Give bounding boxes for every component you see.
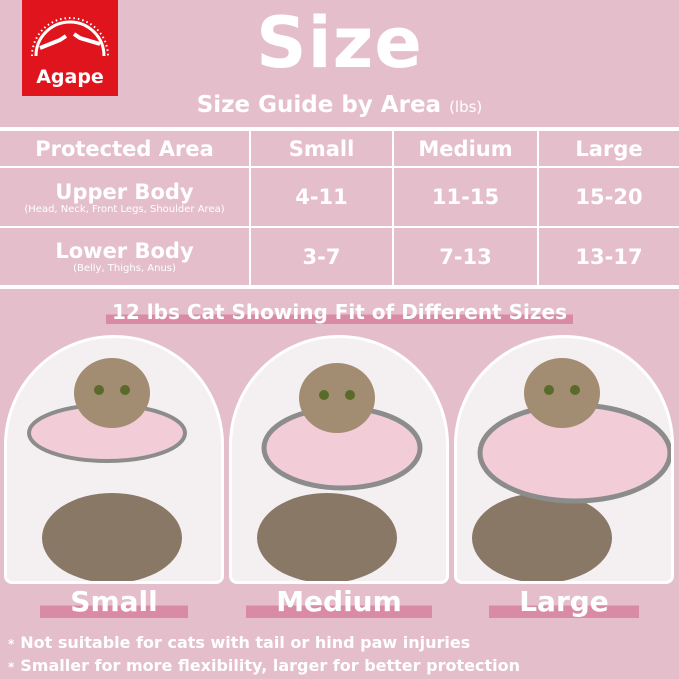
- subtitle: Size Guide by Area (lbs): [0, 92, 679, 118]
- area-cell: Lower Body (Belly, Thighs, Anus): [0, 226, 251, 288]
- asterisk-icon: *: [8, 660, 15, 674]
- header-cell: Protected Area: [0, 128, 251, 168]
- section-title-text: 12 lbs Cat Showing Fit of Different Size…: [106, 300, 573, 324]
- cat-photo: [257, 363, 423, 581]
- label-medium: Medium: [229, 585, 449, 618]
- subtitle-unit: (lbs): [449, 98, 483, 116]
- page-title: Size: [256, 2, 423, 84]
- cat-photo: [27, 358, 187, 581]
- table-row: Lower Body (Belly, Thighs, Anus) 3-7 7-13…: [0, 226, 679, 288]
- hands-sun-icon: [31, 17, 109, 57]
- area-name: Lower Body: [55, 239, 194, 263]
- value-cell: 11-15: [392, 166, 539, 228]
- label-small: Small: [4, 585, 224, 618]
- table-row: Upper Body (Head, Neck, Front Legs, Shoul…: [0, 166, 679, 228]
- value-cell: 15-20: [537, 166, 679, 228]
- cat-photo: [472, 358, 671, 581]
- section-title: 12 lbs Cat Showing Fit of Different Size…: [0, 300, 679, 324]
- area-cell: Upper Body (Head, Neck, Front Legs, Shoul…: [0, 166, 251, 228]
- photo-small-cone: [4, 335, 224, 584]
- photo-large-cone: [454, 335, 674, 584]
- label-text: Medium: [246, 585, 432, 618]
- table-header-row: Protected Area Small Medium Large: [0, 128, 679, 168]
- label-text: Small: [40, 585, 188, 618]
- header-cell: Small: [249, 128, 394, 168]
- area-detail: (Belly, Thighs, Anus): [73, 263, 176, 274]
- value-cell: 7-13: [392, 226, 539, 288]
- brand-logo: Agape: [22, 0, 118, 96]
- header-cell: Medium: [392, 128, 539, 168]
- value-cell: 4-11: [249, 166, 394, 228]
- size-table: Protected Area Small Medium Large Upper …: [0, 127, 679, 289]
- logo-text: Agape: [36, 66, 104, 88]
- area-detail: (Head, Neck, Front Legs, Shoulder Area): [24, 203, 225, 215]
- label-text: Large: [489, 585, 639, 618]
- label-large: Large: [454, 585, 674, 618]
- area-name: Upper Body: [55, 179, 194, 204]
- value-cell: 13-17: [537, 226, 679, 288]
- value-cell: 3-7: [249, 226, 394, 288]
- asterisk-icon: *: [8, 637, 15, 651]
- note-item: * Smaller for more flexibility, larger fo…: [8, 655, 520, 678]
- note-item: * Not suitable for cats with tail or hind…: [8, 632, 520, 655]
- photo-medium-cone: [229, 335, 449, 584]
- note-text: Not suitable for cats with tail or hind …: [20, 633, 471, 652]
- subtitle-main: Size Guide by Area: [196, 92, 442, 118]
- notes: * Not suitable for cats with tail or hind…: [8, 632, 520, 678]
- header-cell: Large: [537, 128, 679, 168]
- note-text: Smaller for more flexibility, larger for…: [20, 656, 520, 675]
